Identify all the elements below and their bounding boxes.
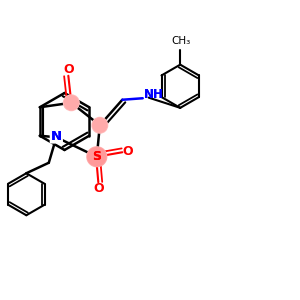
Text: O: O bbox=[122, 145, 133, 158]
Circle shape bbox=[87, 147, 107, 167]
Text: O: O bbox=[94, 182, 104, 195]
Text: NH: NH bbox=[144, 88, 164, 100]
Text: CH₃: CH₃ bbox=[172, 36, 191, 46]
Circle shape bbox=[64, 96, 78, 110]
Circle shape bbox=[88, 148, 106, 166]
Text: N: N bbox=[51, 130, 62, 142]
Text: S: S bbox=[92, 150, 101, 163]
Circle shape bbox=[92, 117, 108, 133]
Text: NH: NH bbox=[144, 88, 164, 100]
Circle shape bbox=[64, 95, 79, 111]
Text: S: S bbox=[92, 150, 101, 163]
Circle shape bbox=[93, 118, 107, 132]
Text: N: N bbox=[51, 130, 62, 142]
Text: O: O bbox=[63, 63, 74, 76]
